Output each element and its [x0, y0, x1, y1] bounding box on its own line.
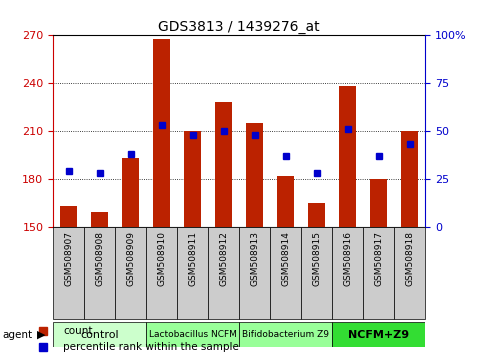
FancyBboxPatch shape: [84, 227, 115, 319]
Bar: [215, 102, 232, 227]
Text: GSM508907: GSM508907: [64, 231, 73, 286]
FancyBboxPatch shape: [146, 227, 177, 319]
FancyBboxPatch shape: [115, 227, 146, 319]
FancyBboxPatch shape: [301, 227, 332, 319]
Text: GSM508917: GSM508917: [374, 231, 383, 286]
Bar: [308, 202, 325, 227]
FancyBboxPatch shape: [394, 227, 425, 319]
Text: NCFM+Z9: NCFM+Z9: [348, 330, 409, 339]
Bar: [401, 131, 418, 227]
Bar: [91, 212, 108, 227]
FancyBboxPatch shape: [332, 227, 363, 319]
Bar: [339, 86, 356, 227]
Bar: [246, 123, 263, 227]
Bar: [370, 179, 387, 227]
FancyBboxPatch shape: [239, 227, 270, 319]
Text: Lactobacillus NCFM: Lactobacillus NCFM: [149, 330, 237, 339]
Text: GSM508915: GSM508915: [312, 231, 321, 286]
FancyBboxPatch shape: [332, 322, 425, 347]
Title: GDS3813 / 1439276_at: GDS3813 / 1439276_at: [158, 21, 320, 34]
Bar: [60, 206, 77, 227]
FancyBboxPatch shape: [146, 322, 239, 347]
Text: GSM508911: GSM508911: [188, 231, 197, 286]
Text: GSM508912: GSM508912: [219, 231, 228, 286]
FancyBboxPatch shape: [239, 322, 332, 347]
Text: Bifidobacterium Z9: Bifidobacterium Z9: [242, 330, 329, 339]
Text: GSM508913: GSM508913: [250, 231, 259, 286]
Bar: [122, 158, 139, 227]
Text: GSM508908: GSM508908: [95, 231, 104, 286]
Text: GSM508914: GSM508914: [281, 231, 290, 286]
Text: count: count: [63, 326, 93, 336]
Text: GSM508916: GSM508916: [343, 231, 352, 286]
Text: control: control: [80, 330, 119, 339]
Bar: [153, 39, 170, 227]
FancyBboxPatch shape: [363, 227, 394, 319]
FancyBboxPatch shape: [208, 227, 239, 319]
Text: GSM508910: GSM508910: [157, 231, 166, 286]
Text: GSM508909: GSM508909: [126, 231, 135, 286]
Bar: [184, 131, 201, 227]
Text: percentile rank within the sample: percentile rank within the sample: [63, 342, 239, 352]
Bar: [277, 176, 294, 227]
FancyBboxPatch shape: [53, 322, 146, 347]
FancyBboxPatch shape: [177, 227, 208, 319]
Text: ▶: ▶: [37, 330, 45, 339]
FancyBboxPatch shape: [270, 227, 301, 319]
Text: agent: agent: [2, 330, 32, 339]
Text: GSM508918: GSM508918: [405, 231, 414, 286]
FancyBboxPatch shape: [53, 227, 84, 319]
